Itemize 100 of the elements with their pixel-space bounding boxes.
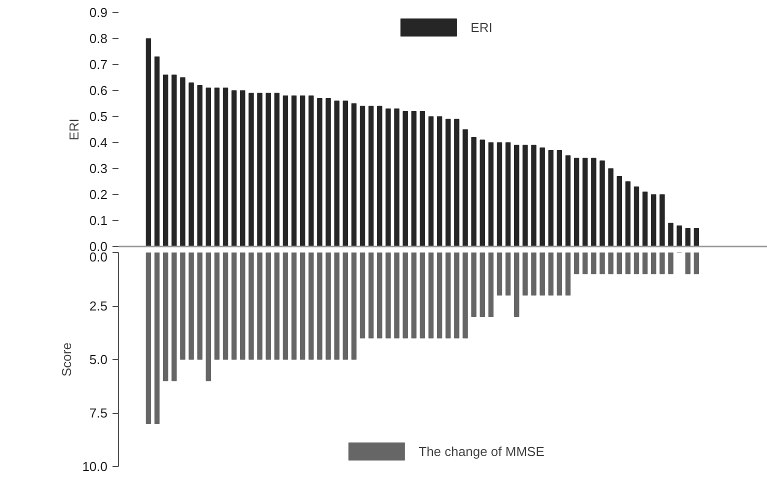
bar bbox=[591, 158, 596, 246]
bar bbox=[334, 252, 340, 360]
bar bbox=[248, 252, 254, 360]
bar bbox=[231, 90, 237, 246]
bar bbox=[394, 252, 400, 338]
bar bbox=[462, 252, 468, 338]
bar bbox=[308, 95, 314, 246]
bar bbox=[197, 85, 202, 246]
bar bbox=[496, 252, 502, 296]
bar bbox=[522, 144, 528, 246]
bar bbox=[180, 252, 186, 360]
bar bbox=[360, 252, 366, 338]
bar bbox=[436, 116, 442, 246]
bar bbox=[368, 106, 374, 246]
bar bbox=[282, 252, 288, 360]
bar bbox=[300, 252, 306, 360]
bar bbox=[411, 111, 416, 246]
bar bbox=[420, 111, 426, 246]
bar bbox=[540, 252, 545, 296]
bar bbox=[291, 252, 297, 360]
bar bbox=[206, 88, 212, 246]
bar bbox=[522, 252, 528, 296]
bar bbox=[162, 74, 168, 246]
y-tick-label: 0.8 bbox=[89, 31, 108, 46]
bar bbox=[231, 252, 237, 360]
bar bbox=[326, 98, 331, 246]
bar bbox=[556, 150, 562, 246]
bar bbox=[291, 95, 297, 246]
bar bbox=[685, 228, 690, 246]
y-axis-title: ERI bbox=[66, 118, 82, 140]
y-tick-label: 0.7 bbox=[89, 57, 108, 72]
bar bbox=[574, 158, 580, 246]
bar bbox=[351, 103, 357, 246]
bar bbox=[616, 252, 622, 274]
bar bbox=[154, 56, 160, 246]
bar bbox=[402, 252, 408, 338]
y-tick-label: 0.4 bbox=[89, 135, 108, 150]
bar bbox=[257, 92, 262, 246]
bar bbox=[222, 252, 228, 360]
bar bbox=[531, 144, 536, 246]
bar bbox=[394, 108, 400, 246]
bar bbox=[694, 228, 700, 246]
bar bbox=[480, 252, 485, 317]
bar bbox=[548, 150, 554, 246]
bar bbox=[582, 158, 588, 246]
bar bbox=[386, 252, 391, 338]
bar bbox=[172, 74, 177, 246]
bar bbox=[266, 92, 271, 246]
bar bbox=[505, 252, 511, 296]
bar bbox=[197, 252, 202, 360]
bar bbox=[188, 82, 194, 246]
bar bbox=[454, 118, 460, 246]
y-tick-label: 10.0 bbox=[82, 459, 108, 474]
y-axis-title: Score bbox=[59, 342, 74, 376]
bar bbox=[660, 252, 665, 274]
bar bbox=[480, 140, 485, 246]
bar bbox=[608, 168, 614, 246]
bar bbox=[428, 252, 434, 338]
bar bbox=[172, 252, 177, 382]
bar bbox=[188, 252, 194, 360]
bar bbox=[625, 181, 631, 246]
bar bbox=[146, 38, 152, 246]
bar bbox=[326, 252, 331, 360]
bar bbox=[496, 142, 502, 246]
bar bbox=[146, 252, 152, 424]
y-tick-label: 0.5 bbox=[89, 109, 108, 124]
bar bbox=[556, 252, 562, 296]
bar bbox=[308, 252, 314, 360]
bar bbox=[582, 252, 588, 274]
bar bbox=[642, 192, 648, 246]
bar bbox=[600, 160, 605, 246]
bar bbox=[257, 252, 262, 360]
bar bbox=[676, 225, 682, 246]
bar bbox=[162, 252, 168, 382]
bar bbox=[600, 252, 605, 274]
y-tick-label: 7.5 bbox=[89, 406, 108, 420]
bar bbox=[531, 252, 536, 296]
bar bbox=[214, 252, 220, 360]
y-tick-label: 2.5 bbox=[89, 298, 108, 314]
bar bbox=[642, 252, 648, 274]
bar bbox=[360, 106, 366, 246]
bar bbox=[446, 252, 451, 338]
bar bbox=[616, 176, 622, 246]
bar bbox=[334, 100, 340, 246]
bar bbox=[651, 194, 656, 246]
bar bbox=[342, 100, 348, 246]
bar bbox=[514, 144, 520, 246]
bar bbox=[505, 142, 511, 246]
y-tick-label: 0.2 bbox=[89, 187, 108, 202]
bar bbox=[214, 88, 220, 246]
bar bbox=[660, 194, 665, 246]
bar bbox=[548, 252, 554, 296]
bar bbox=[206, 252, 212, 382]
bar bbox=[634, 186, 640, 246]
bar bbox=[274, 92, 280, 246]
bar bbox=[240, 252, 246, 360]
bar bbox=[154, 252, 160, 424]
bar bbox=[368, 252, 374, 338]
bar bbox=[317, 252, 322, 360]
bar bbox=[240, 90, 246, 246]
